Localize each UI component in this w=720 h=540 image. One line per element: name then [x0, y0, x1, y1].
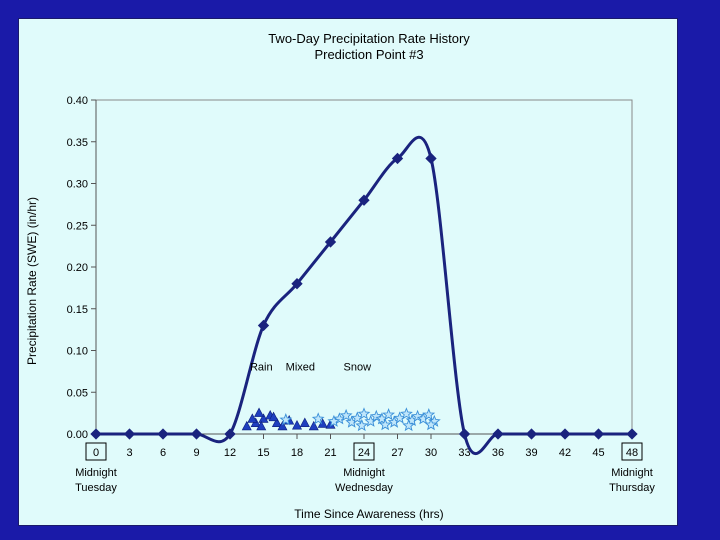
- time-label: Thursday: [609, 482, 655, 494]
- chart-title: Two-Day Precipitation Rate History: [268, 31, 470, 46]
- data-point: [190, 428, 203, 440]
- snow-marker: [369, 409, 383, 422]
- y-tick-label: 0.40: [67, 95, 88, 107]
- data-point: [592, 428, 605, 440]
- precip-type-label: Mixed: [286, 362, 315, 374]
- x-tick-label: 27: [391, 447, 403, 459]
- snow-marker: [339, 408, 353, 422]
- snow-marker: [327, 414, 341, 427]
- snow-marker: [402, 418, 416, 432]
- chart-subtitle: Prediction Point #3: [314, 47, 423, 62]
- data-point: [324, 236, 337, 248]
- x-tick-label: 9: [193, 447, 199, 459]
- x-tick-label: 45: [592, 447, 604, 459]
- snow-marker: [357, 407, 371, 420]
- y-tick-label: 0.15: [67, 304, 88, 316]
- data-point: [123, 428, 136, 440]
- y-tick-label: 0.30: [67, 179, 88, 191]
- snow-marker: [382, 408, 396, 421]
- time-label: Wednesday: [335, 482, 393, 494]
- x-tick-label: 12: [224, 447, 236, 459]
- x-tick-box: [621, 442, 643, 461]
- x-tick-label: 18: [291, 447, 303, 459]
- x-ticks: 0 3 6 9 12 15 18 21 24 27 30 33 36 39 42 45 48: [85, 434, 643, 461]
- precip-type-label: Rain: [250, 362, 273, 374]
- data-point: [492, 428, 504, 440]
- x-tick-label: 42: [559, 447, 571, 459]
- rain-marker: [241, 420, 252, 431]
- series-line: [96, 135, 632, 455]
- chart-panel: Two-Day Precipitation Rate History Predi…: [18, 18, 678, 526]
- snow-marker: [311, 412, 325, 425]
- x-tick-label: 39: [525, 447, 537, 459]
- rain-marker: [254, 407, 265, 417]
- x-tick-label: 30: [425, 447, 437, 459]
- data-point: [257, 319, 270, 332]
- time-label: Tuesday: [75, 482, 117, 494]
- rain-marker: [268, 411, 279, 422]
- rain-marker: [299, 417, 310, 427]
- y-tick-label: 0.25: [67, 220, 88, 232]
- x-tick-label: 3: [126, 447, 132, 459]
- x-tick-label: 33: [458, 447, 470, 459]
- time-label: Midnight: [343, 467, 385, 479]
- plot-area-border: [95, 99, 633, 435]
- y-tick-label: 0.05: [67, 387, 88, 399]
- snow-marker: [279, 413, 293, 426]
- data-point: [626, 428, 638, 440]
- rain-marker: [292, 420, 302, 430]
- x-axis-label: Time Since Awareness (hrs): [294, 507, 443, 521]
- y-tick-label: 0.20: [67, 262, 88, 274]
- rain-marker: [277, 420, 288, 431]
- snow-marker: [422, 408, 436, 421]
- data-point: [291, 278, 303, 290]
- rain-marker: [258, 413, 269, 423]
- data-point: [90, 428, 102, 440]
- data-point: [391, 152, 404, 165]
- rain-marker: [271, 417, 282, 427]
- data-point: [157, 428, 169, 440]
- data-point: [358, 194, 370, 206]
- y-tick-label: 0.00: [67, 429, 88, 441]
- x-tick-label: 15: [257, 447, 269, 459]
- x-tick-label: 36: [492, 447, 504, 459]
- series-group: [90, 135, 638, 455]
- snow-marker: [355, 418, 369, 432]
- precip-type-label: Snow: [344, 362, 372, 374]
- x-tick-label: 48: [626, 447, 638, 459]
- data-point: [559, 428, 571, 440]
- data-point: [224, 428, 236, 440]
- x-tick-box: [85, 442, 107, 461]
- y-tick-label: 0.10: [67, 346, 88, 358]
- x-tick-label: 24: [358, 447, 370, 459]
- x-tick-label: 0: [93, 447, 99, 459]
- data-point: [525, 428, 538, 440]
- snow-marker: [378, 418, 392, 431]
- y-axis-label: Precipitation Rate (SWE) (in/hr): [25, 197, 39, 365]
- precipitation-chart: Two-Day Precipitation Rate History Predi…: [25, 31, 655, 521]
- rain-marker: [247, 413, 258, 423]
- rain-marker: [308, 420, 319, 431]
- y-tick-label: 0.35: [67, 137, 88, 149]
- precip-type-markers: [241, 407, 441, 432]
- time-label: Midnight: [75, 467, 117, 479]
- x-tick-box: [353, 442, 375, 461]
- snow-marker: [400, 407, 413, 420]
- y-ticks: 0.00 0.05 0.10 0.15 0.20 0.25 0.30 0.35 0.40: [67, 95, 96, 441]
- snow-marker: [411, 409, 424, 422]
- x-tick-label: 21: [324, 447, 336, 459]
- annotations: Midnight Tuesday Midnight Wednesday Midnight…: [75, 362, 655, 494]
- data-point: [458, 428, 471, 440]
- rain-marker: [256, 420, 267, 431]
- snow-marker: [424, 418, 438, 431]
- x-tick-label: 6: [160, 447, 166, 459]
- axes: [95, 99, 633, 435]
- time-label: Midnight: [611, 467, 653, 479]
- data-point: [425, 152, 437, 165]
